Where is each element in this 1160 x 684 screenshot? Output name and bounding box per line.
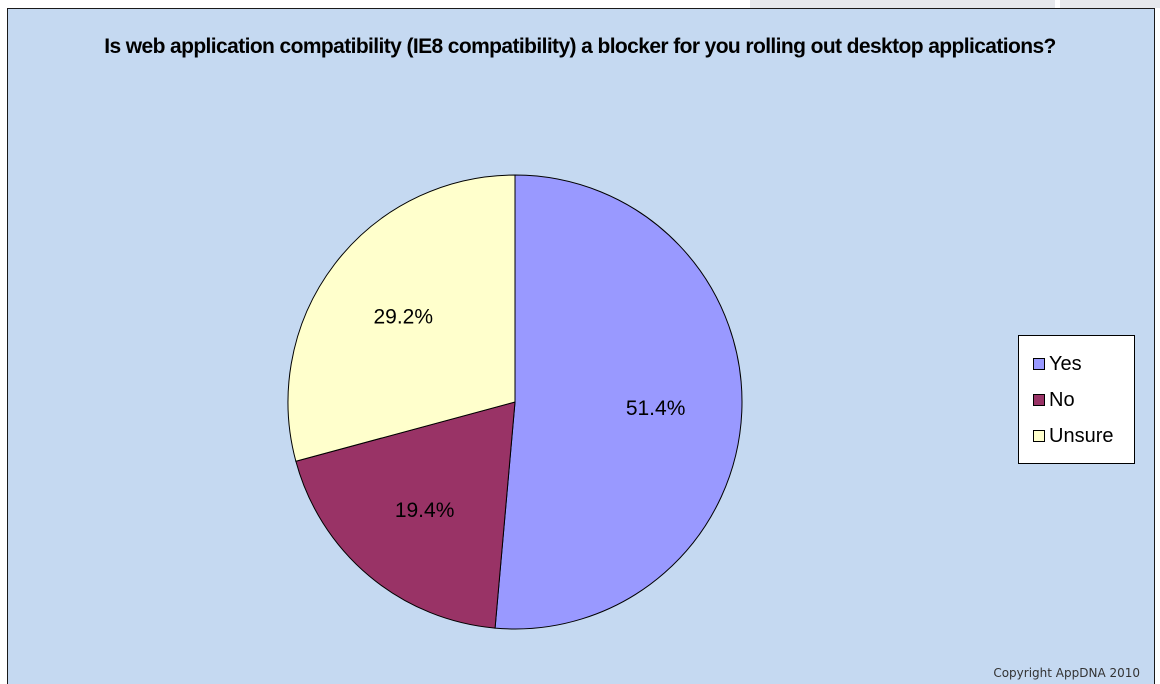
legend: Yes No Unsure [1018, 335, 1135, 464]
slice-label-yes: 51.4% [626, 397, 686, 420]
legend-item-no: No [1033, 382, 1134, 418]
slice-label-no: 19.4% [395, 499, 455, 522]
legend-item-yes: Yes [1033, 346, 1134, 382]
legend-swatch-no [1033, 394, 1045, 406]
slice-label-unsure: 29.2% [373, 305, 433, 328]
pie-slice-unsure [287, 174, 516, 462]
decorative-bar [1060, 0, 1160, 8]
copyright-text: Copyright AppDNA 2010 [993, 666, 1140, 680]
pie-slice-no [295, 401, 516, 629]
legend-label-unsure: Unsure [1049, 424, 1114, 447]
legend-swatch-unsure [1033, 430, 1045, 442]
legend-item-unsure: Unsure [1033, 418, 1134, 454]
legend-swatch-yes [1033, 358, 1045, 370]
chart-title: Is web application compatibility (IE8 co… [104, 35, 1056, 58]
legend-label-yes: Yes [1049, 352, 1082, 375]
legend-label-no: No [1049, 388, 1075, 411]
decorative-bar [750, 0, 1055, 8]
pie-slice-yes [494, 174, 743, 630]
